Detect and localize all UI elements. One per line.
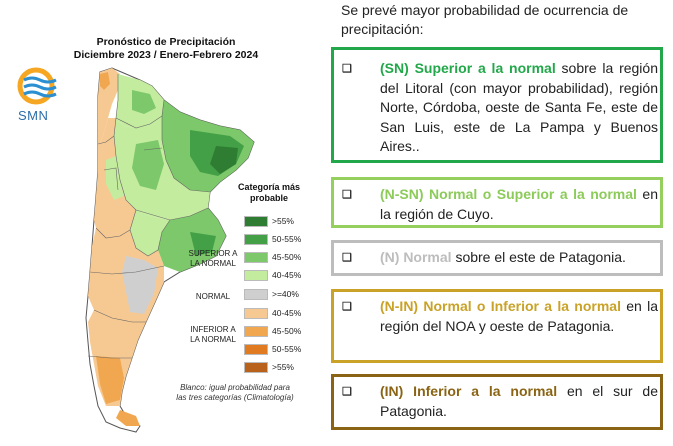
province-borders: [87, 74, 211, 359]
legend-label: >=40%: [272, 289, 299, 299]
region-la-pampa: [130, 210, 170, 256]
legend-group-superior: SUPERIOR A LA NORMAL: [186, 249, 240, 269]
legend-swatch: [244, 270, 268, 281]
legend-label: 45-50%: [272, 252, 302, 262]
legend-label: 40-45%: [272, 270, 302, 280]
map-title-line2: Diciembre 2023 / Enero-Febrero 2024: [73, 49, 259, 61]
legend-swatch: [244, 308, 268, 319]
legend-group-superior-line1: SUPERIOR A: [188, 249, 238, 258]
argentina-precipitation-map: [85, 67, 255, 433]
region-litoral-55: [210, 146, 238, 174]
box-normal-inferior-highlight: (N-IN) Normal o Inferior a la normal: [380, 298, 621, 314]
box-normal-superior-highlight: (N-SN) Normal o Superior a la normal: [380, 186, 637, 202]
box-superior-normal: ❑ (SN) Superior a la normal sobre la reg…: [331, 47, 663, 163]
box-inferior-normal-text: (IN) Inferior a la normal en el sur de P…: [380, 382, 658, 421]
summary-panel: Se prevé mayor probabilidad de ocurrenci…: [326, 0, 673, 446]
region-noa-dark: [100, 72, 110, 90]
box-normal-inferior: ❑ (N-IN) Normal o Inferior a la normal e…: [331, 289, 663, 363]
legend-group-inferior-line1: INFERIOR A: [190, 325, 236, 334]
legend-group-inferior: INFERIOR A LA NORMAL: [186, 325, 240, 345]
checkbox-icon: ❑: [342, 252, 352, 264]
legend-swatch: [244, 344, 268, 355]
legend-label: >55%: [272, 216, 294, 226]
box-normal-body: sobre el este de Patagonia.: [451, 249, 626, 265]
region-tierra-del-fuego: [116, 410, 140, 426]
legend-label: 50-55%: [272, 344, 302, 354]
checkbox-icon: ❑: [342, 301, 352, 313]
box-normal-text: (N) Normal sobre el este de Patagonia.: [380, 248, 658, 268]
map-note-line1: Blanco: igual probabilidad para: [180, 383, 290, 392]
checkbox-icon: ❑: [342, 386, 352, 398]
legend-label: >55%: [272, 362, 294, 372]
box-superior-normal-highlight: (SN) Superior a la normal: [380, 60, 556, 76]
box-superior-normal-body: sobre la región del Litoral (con mayor p…: [380, 60, 658, 154]
legend-label: 40-45%: [272, 308, 302, 318]
legend-group-inferior-line2: LA NORMAL: [190, 335, 236, 344]
box-inferior-normal-highlight: (IN) Inferior a la normal: [380, 383, 558, 399]
box-normal-superior-text: (N-SN) Normal o Superior a la normal en …: [380, 185, 658, 224]
intro-text: Se prevé mayor probabilidad de ocurrenci…: [341, 2, 629, 37]
box-inferior-normal: ❑ (IN) Inferior a la normal en el sur de…: [331, 374, 663, 430]
region-buenos-aires-50: [190, 232, 216, 256]
box-superior-normal-text: (SN) Superior a la normal sobre la regió…: [380, 59, 658, 157]
region-norte-mid: [132, 90, 156, 114]
legend-group-superior-line2: LA NORMAL: [190, 259, 236, 268]
legend-swatch: [244, 234, 268, 245]
region-patagonia-normal: [122, 256, 158, 314]
legend-group-normal-label: NORMAL: [195, 292, 231, 301]
legend-swatch: [244, 362, 268, 373]
legend-swatch: [244, 326, 268, 337]
box-normal: ❑ (N) Normal sobre el este de Patagonia.: [331, 240, 663, 276]
box-normal-superior-body: en la región de Cuyo.: [380, 186, 658, 222]
box-normal-highlight: (N) Normal: [380, 249, 452, 265]
region-centro-45: [132, 140, 164, 190]
legend-label: 50-55%: [272, 234, 302, 244]
checkbox-icon: ❑: [342, 189, 352, 201]
legend-swatch: [244, 216, 268, 227]
legend-group-normal: NORMAL: [186, 292, 240, 302]
map-note-line2: las tres categorías (Climatología): [176, 393, 294, 402]
box-inferior-normal-body: en el sur de Patagonia.: [380, 383, 658, 419]
map-title-line1: Pronóstico de Precipitación: [96, 36, 236, 48]
region-cuyo-green: [106, 156, 124, 200]
box-normal-inferior-text: (N-IN) Normal o Inferior a la normal en …: [380, 297, 658, 336]
legend-title: Categoría más probable: [237, 182, 301, 203]
legend-label: 45-50%: [272, 326, 302, 336]
forecast-map-panel: Pronóstico de Precipitación Diciembre 20…: [0, 0, 322, 446]
smn-logo-text: SMN: [18, 108, 49, 123]
map-title: Pronóstico de Precipitación Diciembre 20…: [46, 36, 286, 62]
box-normal-inferior-body: en la región del NOA y oeste de Patagoni…: [380, 298, 658, 334]
map-note: Blanco: igual probabilidad para las tres…: [160, 383, 310, 403]
box-normal-superior: ❑ (N-SN) Normal o Superior a la normal e…: [331, 177, 663, 228]
region-patagonia-south-45: [96, 356, 124, 404]
legend-swatch: [244, 289, 268, 300]
legend-swatch: [244, 252, 268, 263]
checkbox-icon: ❑: [342, 63, 352, 75]
smn-logo-icon: [17, 67, 57, 105]
